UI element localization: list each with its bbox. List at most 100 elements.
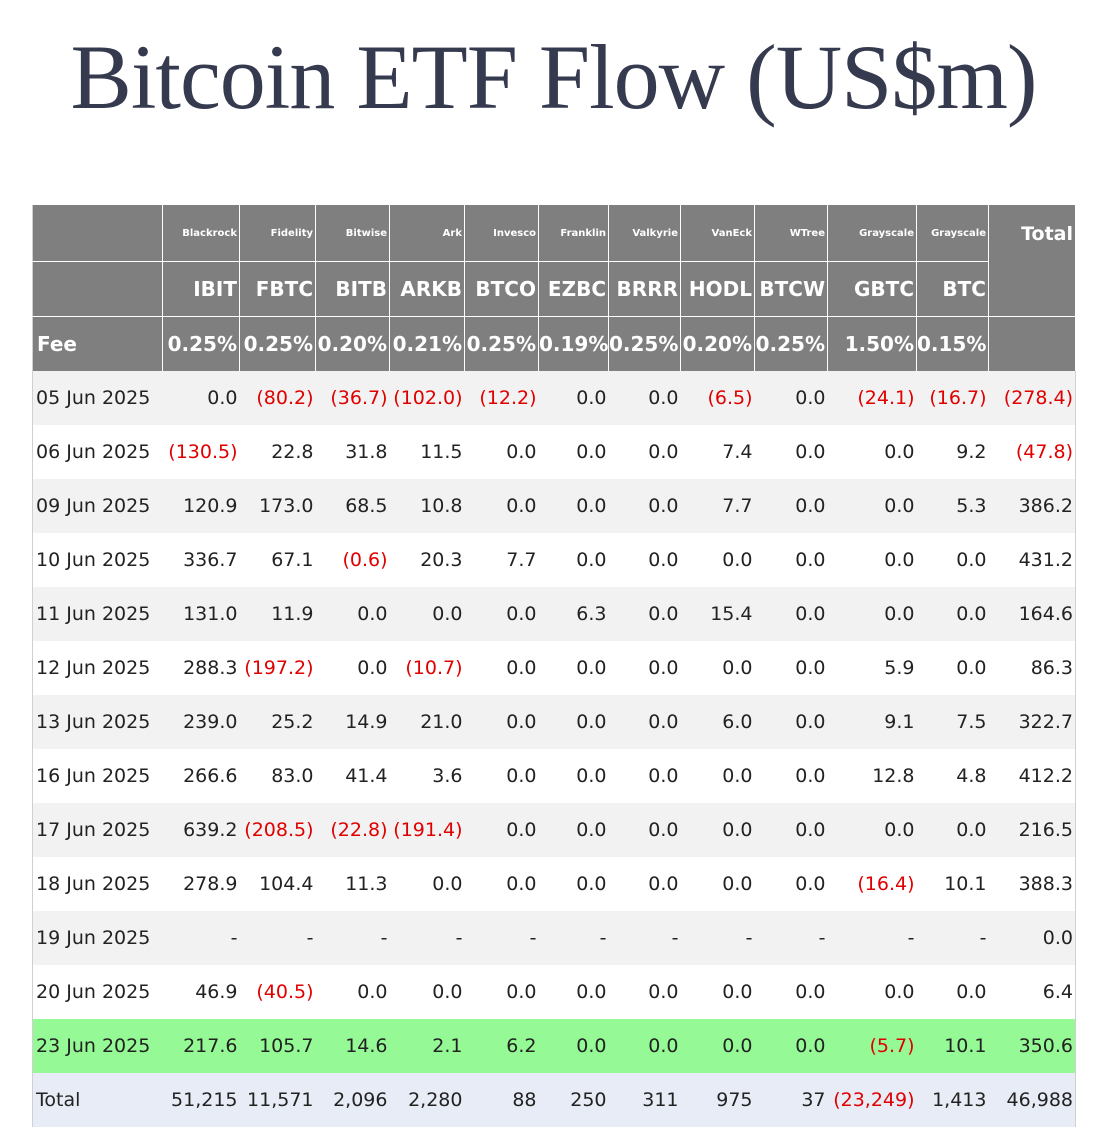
flow-cell: 10.8 bbox=[389, 479, 465, 533]
flow-cell: 0.0 bbox=[389, 857, 465, 911]
flow-cell: 131.0 bbox=[162, 587, 240, 641]
flow-cell: 0.0 bbox=[608, 533, 681, 587]
flow-cell: 0.0 bbox=[608, 641, 681, 695]
flow-cell: 83.0 bbox=[239, 749, 316, 803]
flow-cell: 2.1 bbox=[389, 1019, 465, 1073]
ticker-label: BTCW bbox=[754, 261, 828, 317]
flow-cell: 0.0 bbox=[916, 803, 989, 857]
flow-cell: 3.6 bbox=[389, 749, 465, 803]
flow-cell: 0.0 bbox=[680, 749, 755, 803]
row-date: 16 Jun 2025 bbox=[32, 749, 163, 803]
flow-cell: 288.3 bbox=[162, 641, 240, 695]
ticker-row: IBIT FBTC BITB ARKB BTCO EZBC BRRR HODL … bbox=[32, 261, 1076, 317]
table-row: 13 Jun 2025 239.0 25.2 14.9 21.0 0.0 0.0 0.0 6.0… bbox=[32, 695, 1076, 749]
flow-cell: 14.6 bbox=[315, 1019, 390, 1073]
flow-cell: - bbox=[162, 911, 240, 965]
table-row: 18 Jun 2025 278.9 104.4 11.3 0.0 0.0 0.0 0.0 0.0… bbox=[32, 857, 1076, 911]
flow-cell: 25.2 bbox=[239, 695, 316, 749]
flow-cell: 0.0 bbox=[827, 587, 917, 641]
table-row: 20 Jun 2025 46.9 (40.5) 0.0 0.0 0.0 0.0 0.0 0.0 0… bbox=[32, 965, 1076, 1019]
flow-cell: 0.0 bbox=[464, 857, 539, 911]
row-total-cell: (47.8) bbox=[988, 425, 1076, 479]
flow-cell: 31.8 bbox=[315, 425, 390, 479]
flow-cell: 0.0 bbox=[754, 641, 828, 695]
flow-cell: 217.6 bbox=[162, 1019, 240, 1073]
row-total-cell: 431.2 bbox=[988, 533, 1076, 587]
flow-cell: 0.0 bbox=[680, 803, 755, 857]
flow-cell: 0.0 bbox=[538, 965, 609, 1019]
fee-total-blank bbox=[988, 316, 1076, 371]
flow-cell: 21.0 bbox=[389, 695, 465, 749]
flow-cell: 10.1 bbox=[916, 857, 989, 911]
flow-cell: 0.0 bbox=[754, 587, 828, 641]
flow-cell: 0.0 bbox=[538, 641, 609, 695]
flow-cell: 0.0 bbox=[608, 803, 681, 857]
flow-cell: - bbox=[680, 911, 755, 965]
flow-cell: 0.0 bbox=[916, 965, 989, 1019]
issuer-row: Blackrock Fidelity Bitwise Ark Invesco F… bbox=[32, 205, 1076, 317]
flow-cell: 0.0 bbox=[608, 371, 681, 425]
flow-cell: 0.0 bbox=[464, 803, 539, 857]
flow-cell: 0.0 bbox=[464, 695, 539, 749]
flow-cell: 0.0 bbox=[389, 965, 465, 1019]
flow-cell: 0.0 bbox=[754, 371, 828, 425]
fee-value: 0.21% bbox=[389, 316, 465, 371]
flow-cell: 67.1 bbox=[239, 533, 316, 587]
fee-value: 0.15% bbox=[916, 316, 989, 371]
row-total-cell: 350.6 bbox=[988, 1019, 1076, 1073]
flow-cell: 7.4 bbox=[680, 425, 755, 479]
row-date: 20 Jun 2025 bbox=[32, 965, 163, 1019]
row-date: 12 Jun 2025 bbox=[32, 641, 163, 695]
flow-cell: (191.4) bbox=[389, 803, 465, 857]
fee-value: 0.19% bbox=[538, 316, 609, 371]
flow-cell: 0.0 bbox=[608, 857, 681, 911]
flow-cell: 0.0 bbox=[464, 587, 539, 641]
row-total-cell: 322.7 bbox=[988, 695, 1076, 749]
row-total-cell: 164.6 bbox=[988, 587, 1076, 641]
flow-cell: 0.0 bbox=[754, 425, 828, 479]
row-total-cell: 388.3 bbox=[988, 857, 1076, 911]
row-total-cell: (278.4) bbox=[988, 371, 1076, 425]
flow-cell: 5.9 bbox=[827, 641, 917, 695]
ticker-label: BTC bbox=[916, 261, 989, 317]
ticker-label: GBTC bbox=[827, 261, 917, 317]
flow-cell: 173.0 bbox=[239, 479, 316, 533]
flow-cell: 336.7 bbox=[162, 533, 240, 587]
flow-cell: 0.0 bbox=[608, 749, 681, 803]
fee-value: 1.50% bbox=[827, 316, 917, 371]
flow-cell: (22.8) bbox=[315, 803, 390, 857]
fee-value: 0.25% bbox=[608, 316, 681, 371]
flow-cell: 20.3 bbox=[389, 533, 465, 587]
flow-cell: 120.9 bbox=[162, 479, 240, 533]
flow-cell: 7.7 bbox=[680, 479, 755, 533]
flow-cell: (40.5) bbox=[239, 965, 316, 1019]
flow-cell: 0.0 bbox=[827, 425, 917, 479]
table-row: 10 Jun 2025 336.7 67.1 (0.6) 20.3 7.7 0.0 0.0 0.… bbox=[32, 533, 1076, 587]
total-column-header: Total bbox=[988, 205, 1076, 317]
flow-cell: 0.0 bbox=[538, 1019, 609, 1073]
cumulative-total-cell: 2,280 bbox=[389, 1073, 465, 1127]
page-title: Bitcoin ETF Flow (US$m) bbox=[70, 26, 1037, 128]
flow-cell: 0.0 bbox=[389, 587, 465, 641]
flow-cell: 105.7 bbox=[239, 1019, 316, 1073]
flow-cell: (16.4) bbox=[827, 857, 917, 911]
flow-cell: 12.8 bbox=[827, 749, 917, 803]
flow-cell: 0.0 bbox=[754, 965, 828, 1019]
flow-cell: 14.9 bbox=[315, 695, 390, 749]
flow-cell: 68.5 bbox=[315, 479, 390, 533]
fee-value: 0.25% bbox=[162, 316, 240, 371]
flow-cell: 6.2 bbox=[464, 1019, 539, 1073]
flow-cell: 0.0 bbox=[538, 425, 609, 479]
issuer-label: Invesco bbox=[464, 205, 539, 262]
fee-row: Fee 0.25% 0.25% 0.20% 0.21% 0.25% 0.19% … bbox=[32, 316, 1076, 371]
flow-cell: 0.0 bbox=[538, 749, 609, 803]
cumulative-total-cell: 46,988 bbox=[988, 1073, 1076, 1127]
flow-cell: 11.3 bbox=[315, 857, 390, 911]
table-row: 06 Jun 2025 (130.5) 22.8 31.8 11.5 0.0 0.0 0.0 7… bbox=[32, 425, 1076, 479]
flow-cell: 0.0 bbox=[680, 533, 755, 587]
flow-cell: 0.0 bbox=[754, 1019, 828, 1073]
row-total-cell: 386.2 bbox=[988, 479, 1076, 533]
row-date: 06 Jun 2025 bbox=[32, 425, 163, 479]
flow-cell: (10.7) bbox=[389, 641, 465, 695]
flow-cell: 0.0 bbox=[754, 533, 828, 587]
